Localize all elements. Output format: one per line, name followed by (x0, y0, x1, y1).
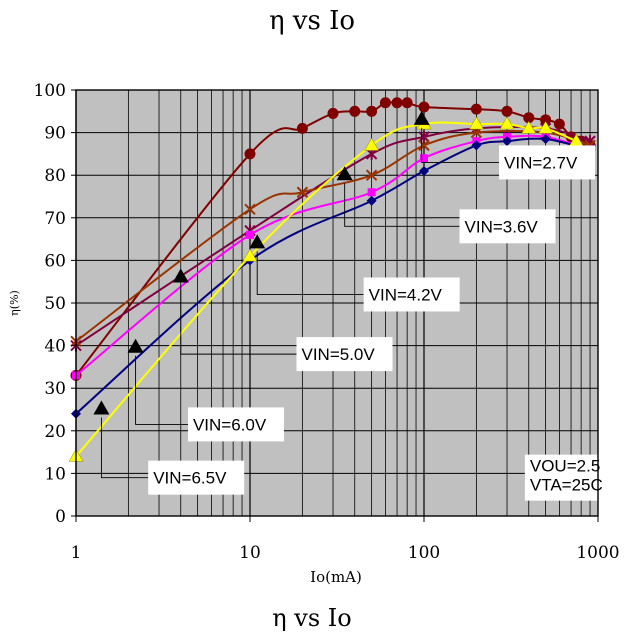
annotation-vin-6-5v: VIN=6.5V (93, 400, 245, 495)
data-point (391, 97, 403, 109)
y-tick-label: 10 (44, 464, 66, 484)
series-line (75, 121, 577, 458)
y-tick-label: 70 (44, 209, 66, 229)
y-tick-label: 100 (34, 81, 66, 101)
data-point (379, 97, 391, 109)
data-point (244, 148, 256, 160)
data-point (502, 136, 513, 147)
data-point (401, 97, 413, 109)
data-point (366, 105, 378, 117)
data-point (244, 203, 256, 215)
chart-title: η vs Io (268, 6, 356, 36)
bottom-caption: η vs Io (272, 604, 352, 632)
y-tick-label: 80 (44, 166, 66, 186)
annotation-box (499, 145, 596, 180)
data-point (366, 195, 377, 206)
y-axis-label: η(%) (8, 290, 21, 316)
data-point (246, 230, 254, 239)
annotation-box (524, 454, 615, 501)
annotation-label: VTA=25C (530, 476, 603, 495)
data-point (418, 130, 430, 143)
y-tick-label: 30 (44, 379, 66, 399)
data-point (553, 118, 565, 130)
data-point (364, 137, 380, 151)
y-tick-label: 20 (44, 422, 66, 442)
annotation-box (296, 337, 393, 372)
data-point (296, 122, 308, 134)
data-point (242, 248, 258, 262)
annotation-label: VIN=5.0V (301, 345, 375, 364)
annotation-box (459, 209, 556, 244)
x-tick-label: 1 (71, 543, 82, 563)
data-point (349, 105, 361, 117)
data-point (418, 139, 430, 152)
annotations: VIN=2.7V VIN=3.6V VIN=4.2V VIN=5.0V VIN=6.0V… (93, 110, 615, 501)
x-tick-label: 100 (408, 543, 440, 563)
annotation-vin-2-7v: VIN=2.7V (413, 110, 596, 180)
annotation-arrowhead (172, 268, 189, 283)
series-vin-6-5v (68, 116, 584, 462)
annotation-label: VIN=6.5V (153, 469, 227, 488)
y-tick-label: 60 (44, 251, 66, 271)
annotation-box (187, 407, 284, 442)
annotation-label: VIN=3.6V (465, 217, 539, 236)
data-point (501, 105, 513, 117)
data-point (521, 120, 537, 134)
data-point (471, 140, 482, 151)
data-point (499, 116, 515, 130)
y-tick-label: 0 (55, 507, 66, 527)
y-tick-label: 90 (44, 124, 66, 144)
annotation-vin-3-6v: VIN=3.6V (336, 166, 556, 244)
annotation-arrowhead (336, 166, 353, 181)
data-point (419, 165, 429, 176)
annotation-vin-5-0v: VIN=5.0V (172, 268, 393, 372)
annotation-vin-4-2v: VIN=4.2V (249, 234, 460, 312)
annotation-label: VIN=4.2V (369, 285, 443, 304)
annotation-box (148, 460, 245, 495)
data-point (327, 107, 339, 119)
annotation-vin-6-0v: VIN=6.0V (127, 338, 284, 442)
annotation-leader (256, 251, 364, 295)
annotation-label: VOU=2.5 (530, 457, 600, 476)
annotation-leader (421, 127, 500, 163)
data-point (418, 101, 430, 113)
annotation-leader (135, 355, 188, 425)
y-tick-label: 40 (44, 337, 66, 357)
x-axis-label: Io(mA) (310, 568, 362, 586)
x-tick-label: 1000 (576, 543, 619, 563)
annotation-box (363, 277, 460, 312)
data-point (540, 133, 551, 144)
y-tick-label: 50 (44, 294, 66, 314)
annotation-label: VIN=6.0V (193, 415, 267, 434)
x-tick-label: 10 (239, 543, 261, 563)
annotation-leader (100, 417, 149, 479)
data-point (420, 154, 428, 163)
annotation-arrowhead (413, 110, 430, 125)
data-point (468, 116, 484, 130)
data-point (365, 169, 378, 181)
data-point (367, 188, 376, 197)
data-point (470, 103, 482, 115)
series-group (68, 97, 596, 462)
annotation-arrowhead (93, 400, 110, 415)
annotation-arrowhead (249, 234, 266, 249)
data-point (538, 120, 554, 134)
annotation-label: VIN=2.7V (504, 153, 578, 172)
data-point (296, 186, 309, 198)
annotation-arrowhead (127, 338, 144, 353)
annotation-leader (180, 285, 297, 355)
annotation-leader (344, 183, 460, 227)
